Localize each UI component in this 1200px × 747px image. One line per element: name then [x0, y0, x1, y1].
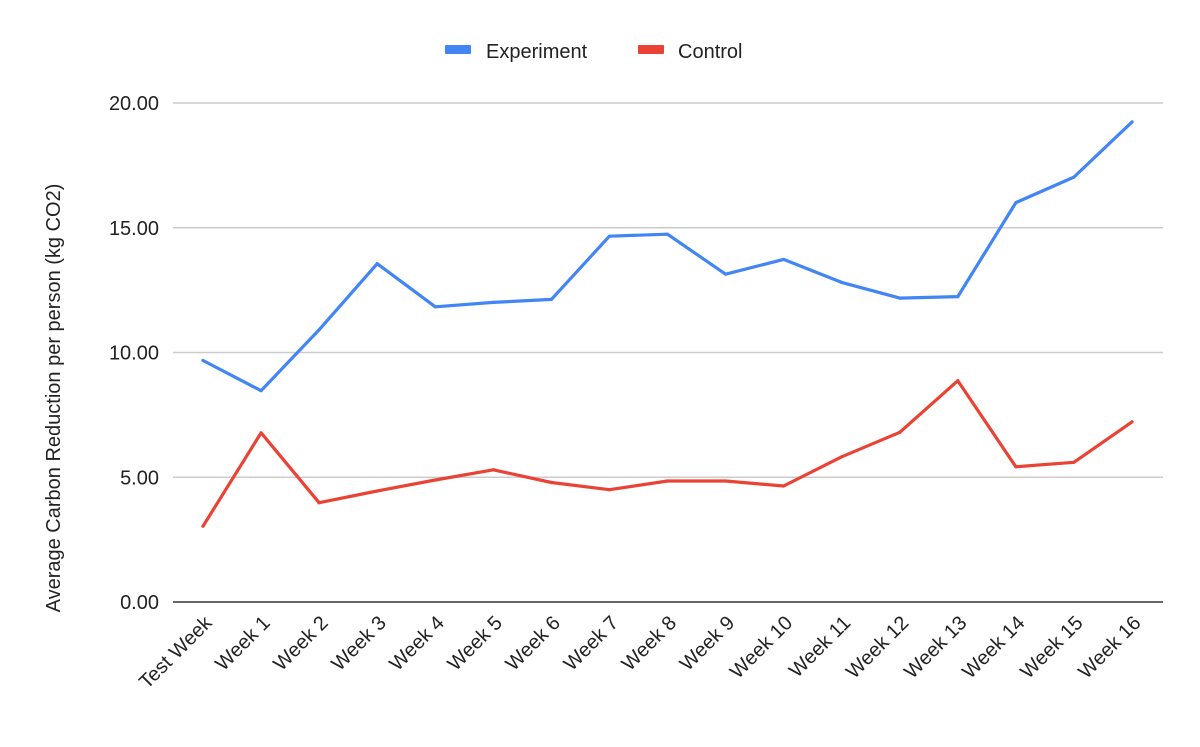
data-point-experiment [1130, 120, 1134, 124]
legend-swatch-experiment [445, 45, 471, 54]
data-point-experiment [840, 280, 844, 284]
x-tick-label: Week 6 [502, 612, 565, 675]
x-tick-label: Week 15 [1016, 612, 1087, 683]
chart-legend: Experiment Control [445, 41, 742, 63]
y-tick-label: 10.00 [109, 343, 159, 365]
data-point-control [201, 524, 205, 528]
data-point-control [840, 455, 844, 459]
x-tick-label: Week 1 [211, 612, 274, 675]
data-point-experiment [665, 232, 670, 236]
data-point-experiment [433, 305, 437, 309]
data-point-control [259, 431, 263, 435]
data-point-control [375, 489, 379, 493]
data-point-control [317, 501, 321, 505]
y-tick-label: 0.00 [120, 592, 159, 614]
x-tick-label: Week 13 [900, 612, 971, 683]
x-tick-label: Week 5 [444, 612, 507, 675]
data-point-control [1130, 420, 1134, 424]
data-point-experiment [898, 296, 902, 300]
x-tick-label: Week 14 [958, 612, 1029, 683]
data-point-experiment [201, 358, 205, 363]
x-tick-label: Week 8 [618, 612, 681, 675]
y-tick-label: 5.00 [120, 467, 159, 489]
y-axis: 0.00 5.00 10.00 15.00 20.00 [109, 93, 159, 614]
legend-label-control: Control [678, 41, 742, 63]
data-point-control [782, 484, 786, 488]
data-point-control [898, 430, 902, 434]
data-point-experiment [549, 297, 553, 301]
x-tick-label: Week 11 [785, 612, 855, 682]
data-point-control [1072, 460, 1076, 464]
chart-series [201, 120, 1134, 528]
data-point-control [1014, 465, 1018, 469]
x-tick-label: Week 4 [386, 612, 449, 675]
data-point-control [665, 479, 670, 483]
data-point-control [607, 488, 612, 492]
data-point-experiment [1072, 175, 1076, 179]
data-point-control [956, 379, 960, 383]
x-tick-label: Test Week [135, 611, 217, 693]
x-tick-label: Week 12 [842, 612, 913, 683]
y-axis-title: Average Carbon Reduction per person (kg … [43, 184, 65, 613]
data-point-control [491, 468, 495, 472]
chart-grid [173, 102, 1163, 603]
x-tick-label: Week 16 [1074, 612, 1145, 683]
data-point-experiment [491, 300, 495, 304]
data-point-experiment [1014, 200, 1018, 205]
data-point-control [723, 479, 728, 483]
legend-label-experiment: Experiment [486, 41, 588, 63]
data-point-experiment [607, 234, 612, 238]
data-point-experiment [782, 257, 786, 262]
y-tick-label: 20.00 [109, 93, 159, 115]
x-tick-label: Week 3 [327, 612, 390, 675]
legend-swatch-control [638, 45, 664, 54]
x-tick-label: Week 2 [269, 612, 332, 675]
x-tick-label: Week 10 [726, 612, 797, 683]
data-point-experiment [259, 389, 263, 393]
y-tick-label: 15.00 [109, 218, 159, 240]
data-point-experiment [723, 272, 728, 276]
data-point-experiment [375, 262, 379, 266]
data-point-control [433, 478, 437, 482]
series-line-control [201, 379, 1134, 528]
data-point-control [549, 480, 553, 485]
x-tick-label: Week 7 [560, 612, 623, 675]
data-point-experiment [956, 295, 960, 299]
series-line-experiment [201, 120, 1134, 393]
data-point-experiment [317, 328, 321, 332]
